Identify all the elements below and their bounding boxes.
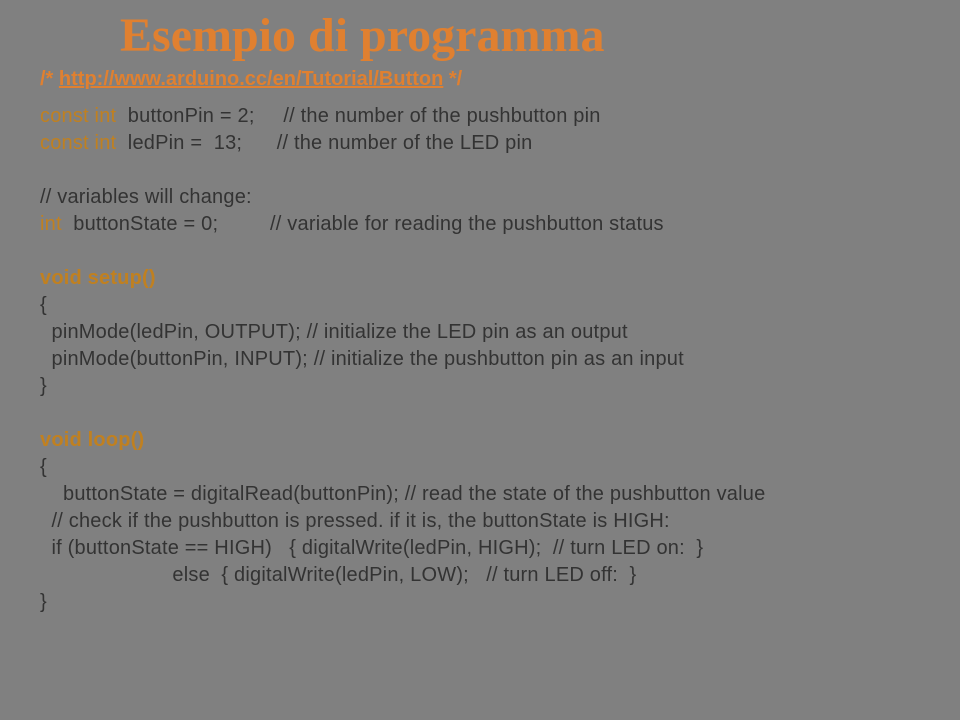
url-prefix: /* (40, 68, 59, 90)
tutorial-url-line: /* http://www.arduino.cc/en/Tutorial/But… (40, 68, 920, 91)
code-block: const int buttonPin = 2; // the number o… (40, 103, 920, 616)
page-title: Esempio di programma (120, 10, 920, 63)
tutorial-url[interactable]: http://www.arduino.cc/en/Tutorial/Button (59, 68, 443, 90)
slide: Esempio di programma /* http://www.ardui… (0, 0, 960, 720)
url-suffix: */ (443, 68, 462, 90)
